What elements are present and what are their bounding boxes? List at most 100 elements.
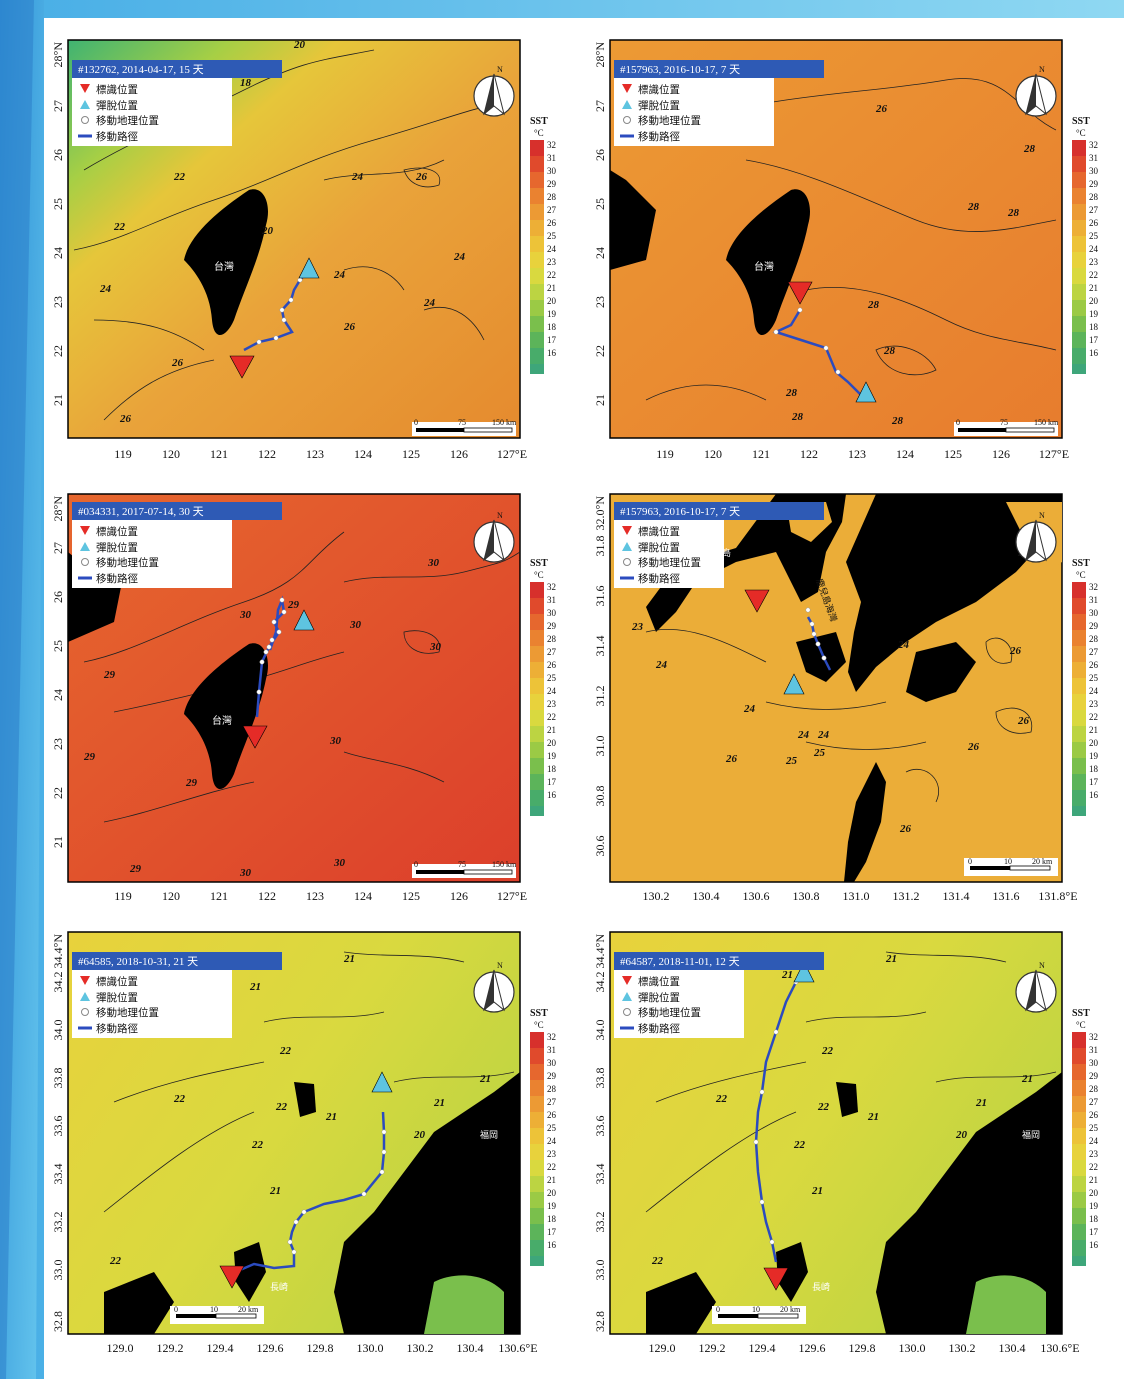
- panel-title: #64585, 2018-10-31, 21 天: [78, 956, 198, 968]
- svg-text:24: 24: [1089, 244, 1099, 254]
- svg-text:124: 124: [896, 447, 914, 461]
- svg-text:18: 18: [1089, 764, 1099, 774]
- place-label: 台灣: [212, 714, 232, 727]
- svg-text:129.8: 129.8: [307, 1341, 334, 1355]
- svg-text:27: 27: [547, 647, 557, 657]
- svg-text:121: 121: [210, 447, 228, 461]
- svg-text:28°N: 28°N: [593, 42, 607, 68]
- track-points: [256, 597, 287, 695]
- contour-label: 26: [415, 171, 428, 183]
- geo-legend-icon: [623, 558, 631, 566]
- tag-marker: [229, 355, 255, 379]
- land: [796, 632, 846, 682]
- svg-text:°C: °C: [534, 570, 544, 580]
- legend-tag-label: 標識位置: [638, 83, 680, 96]
- pop-marker: [855, 381, 877, 403]
- y-axis: 34.4°N 34.2 34.0 33.8 33.6 33.4 33.2 33.…: [593, 934, 607, 1332]
- svg-text:123: 123: [848, 447, 866, 461]
- contour-label: 28: [883, 345, 896, 357]
- svg-text:22: 22: [51, 345, 65, 357]
- svg-text:20: 20: [1089, 296, 1099, 306]
- svg-text:20: 20: [1089, 738, 1099, 748]
- svg-text:22: 22: [593, 345, 607, 357]
- svg-text:24: 24: [51, 689, 65, 701]
- svg-text:31.8: 31.8: [593, 536, 607, 557]
- pop-marker: [371, 1071, 393, 1093]
- legend-path-label: 移動路徑: [96, 572, 138, 585]
- contour-label: 20: [261, 225, 274, 237]
- svg-text:130.2: 130.2: [949, 1341, 976, 1355]
- legend-geo-label: 移動地理位置: [638, 556, 701, 569]
- svg-text:28: 28: [547, 192, 557, 202]
- svg-text:130.4: 130.4: [693, 889, 720, 903]
- svg-text:30: 30: [1089, 166, 1099, 176]
- svg-text:131.2: 131.2: [893, 889, 920, 903]
- contour-label: 24: [897, 639, 910, 651]
- svg-text:19: 19: [1089, 309, 1099, 319]
- legend-tag-label: 標識位置: [638, 525, 680, 538]
- svg-text:127°E: 127°E: [497, 447, 527, 461]
- svg-text:150 km: 150 km: [492, 418, 517, 427]
- land: [836, 1082, 858, 1117]
- map-6-svg: 福岡 長崎 21 21 22 22 22 22 21 21 21 20 21 2…: [593, 931, 1099, 1355]
- contour-label: 22: [715, 1093, 728, 1105]
- tag-marker: [763, 1267, 789, 1291]
- svg-text:22: 22: [1089, 1162, 1098, 1172]
- contour-label: 21: [269, 1185, 281, 1197]
- svg-text:17: 17: [1089, 1227, 1099, 1237]
- contour-label: 28: [867, 299, 880, 311]
- svg-text:25: 25: [547, 1123, 557, 1133]
- svg-text:32.0°N: 32.0°N: [593, 496, 607, 531]
- svg-text:32: 32: [1089, 1032, 1098, 1042]
- svg-text:0: 0: [956, 418, 960, 427]
- colorbar: SST °C 32 31 30 29 28 27 26 25 24 23 22 …: [530, 1008, 557, 1266]
- svg-text:SST: SST: [530, 1008, 548, 1019]
- svg-text:22: 22: [547, 712, 556, 722]
- contour-label: 28: [785, 387, 798, 399]
- svg-text:30: 30: [1089, 1058, 1099, 1068]
- svg-text:122: 122: [258, 889, 276, 903]
- legend: 標識位置 彈脫位置 移動地理位置 移動路徑: [614, 520, 724, 588]
- contour-label: 25: [813, 747, 826, 759]
- svg-text:26: 26: [1089, 1110, 1099, 1120]
- svg-text:127°E: 127°E: [1039, 447, 1069, 461]
- svg-text:126: 126: [992, 447, 1010, 461]
- svg-text:0: 0: [414, 418, 418, 427]
- legend-pop-label: 彈脫位置: [96, 541, 138, 554]
- svg-text:121: 121: [752, 447, 770, 461]
- svg-text:17: 17: [1089, 777, 1099, 787]
- x-axis: 130.2 130.4 130.6 130.8 131.0 131.2 131.…: [643, 889, 1078, 903]
- svg-text:21: 21: [1089, 283, 1098, 293]
- svg-text:24: 24: [51, 247, 65, 259]
- pop-marker: [293, 609, 315, 631]
- svg-text:20 km: 20 km: [780, 1305, 801, 1314]
- svg-text:18: 18: [1089, 322, 1099, 332]
- contour-label: 22: [793, 1139, 806, 1151]
- track-path: [243, 269, 310, 352]
- svg-text:24: 24: [547, 244, 557, 254]
- svg-text:24: 24: [547, 1136, 557, 1146]
- north-arrow-icon: N: [473, 961, 515, 1013]
- contour-label: 25: [785, 755, 798, 767]
- colorbar: SST °C 32 31 30 29 28 27 26 25 24 23 22 …: [530, 558, 557, 816]
- contour-label: 29: [103, 669, 116, 681]
- pop-legend-icon: [80, 992, 90, 1001]
- svg-text:32: 32: [547, 1032, 556, 1042]
- contour-label: 21: [325, 1111, 337, 1123]
- contour-label: 24: [351, 171, 364, 183]
- pop-marker: [793, 961, 815, 983]
- svg-text:23: 23: [1089, 1149, 1099, 1159]
- scale-bar: 0 10 20 km: [170, 1305, 264, 1324]
- svg-text:75: 75: [458, 860, 466, 869]
- svg-text:124: 124: [354, 447, 372, 461]
- svg-text:34.0: 34.0: [593, 1020, 607, 1041]
- tag-marker: [744, 589, 770, 613]
- contour-label: 22: [817, 1101, 830, 1113]
- svg-text:23: 23: [547, 257, 557, 267]
- legend-path-label: 移動路徑: [96, 1022, 138, 1035]
- legend: 標識位置 彈脫位置 移動地理位置 移動路徑: [72, 78, 232, 146]
- contour-label: 21: [975, 1097, 987, 1109]
- svg-text:131.6: 131.6: [993, 889, 1020, 903]
- legend-path-label: 移動路徑: [638, 130, 680, 143]
- contour-label: 30: [333, 857, 346, 869]
